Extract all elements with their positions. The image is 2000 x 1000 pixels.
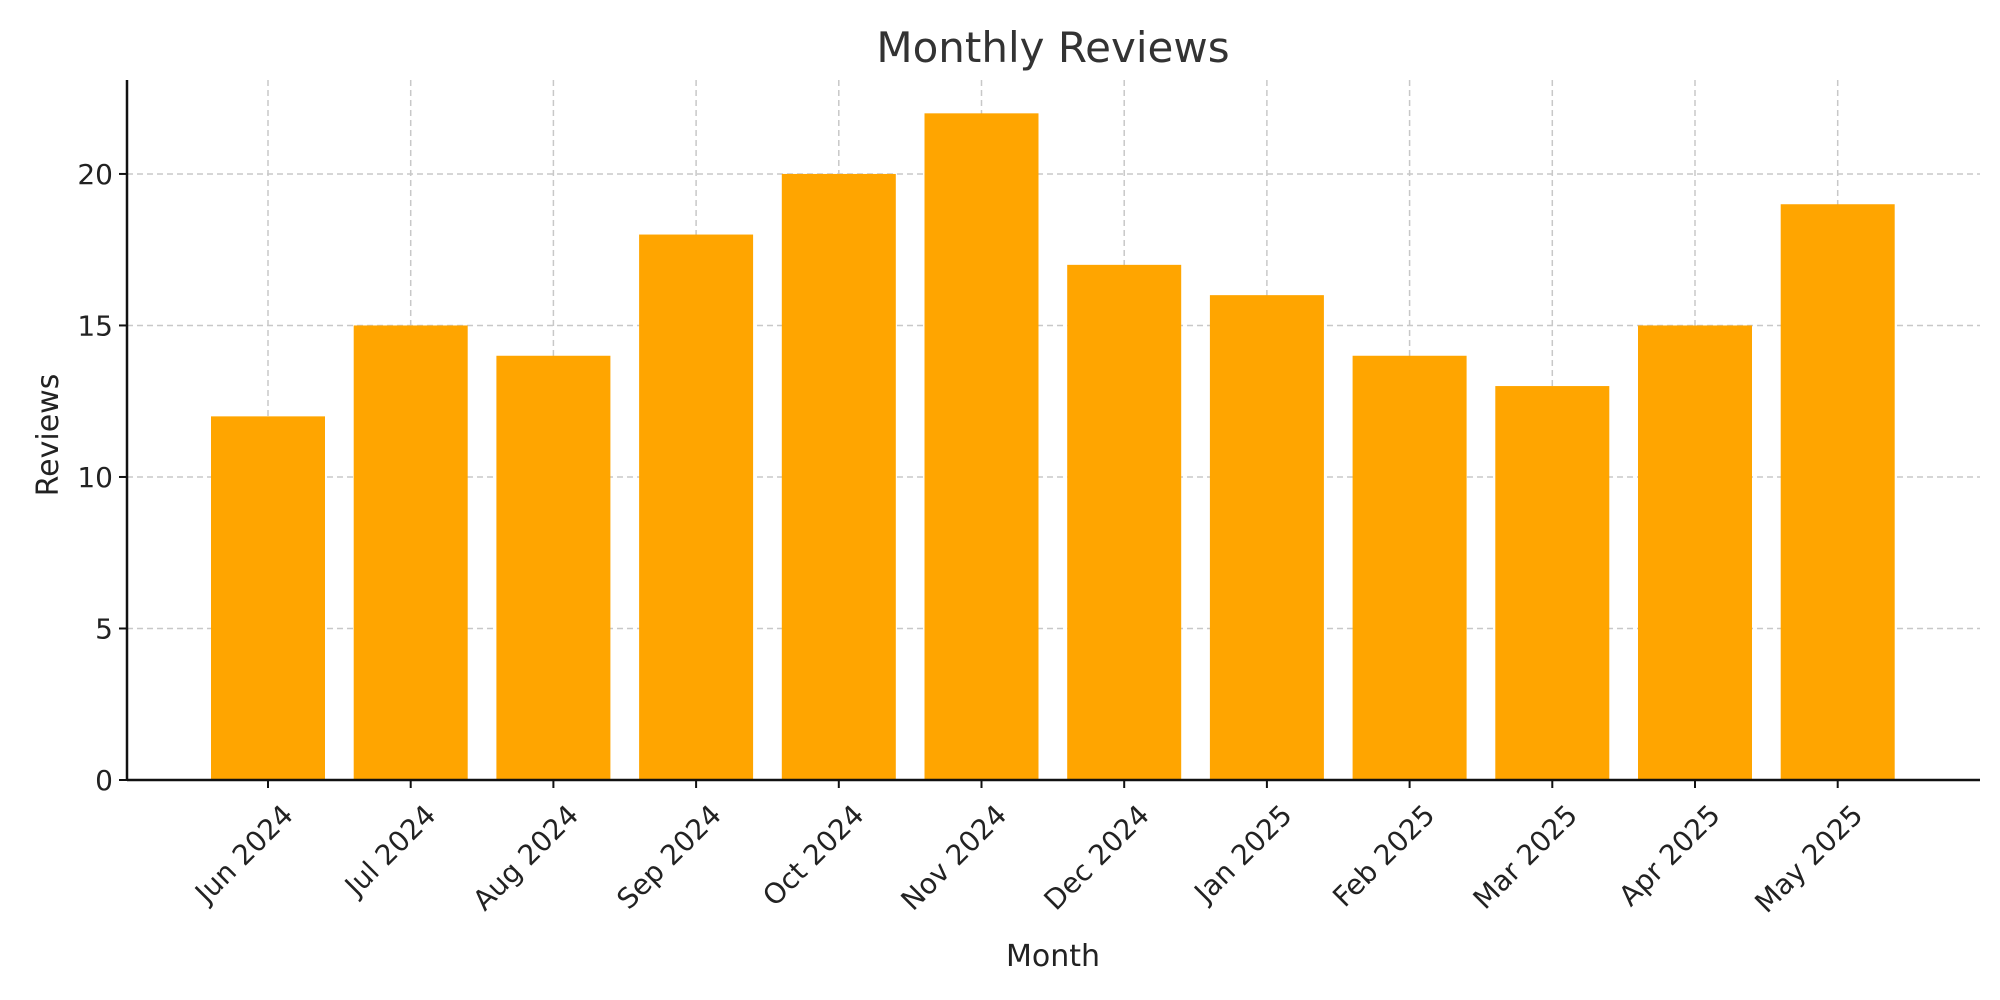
chart-title: Monthly Reviews xyxy=(876,23,1229,72)
x-tick-label: Jan 2025 xyxy=(1187,798,1299,910)
y-tick-label: 0 xyxy=(95,764,113,797)
y-tick-label: 20 xyxy=(77,158,113,191)
x-tick-label: Apr 2025 xyxy=(1612,798,1726,912)
x-tick-label: Jun 2024 xyxy=(187,798,299,910)
bar xyxy=(1780,204,1895,780)
x-tick-label: Mar 2025 xyxy=(1467,798,1584,915)
bar xyxy=(639,234,754,780)
axes xyxy=(125,80,1980,782)
y-tick-label: 15 xyxy=(77,309,113,342)
y-tick-label: 5 xyxy=(95,612,113,645)
x-tick-labels: Jun 2024 Jul 2024 Aug 2024 Sep 2024 Oct 2024… xyxy=(187,780,1869,919)
x-tick-label: Feb 2025 xyxy=(1326,798,1441,913)
bar xyxy=(1638,325,1752,780)
y-tick-labels: 0 5 10 15 20 xyxy=(77,158,127,797)
bar xyxy=(211,416,325,780)
x-tick-label: Dec 2024 xyxy=(1038,798,1156,916)
bar xyxy=(1352,355,1467,780)
bar xyxy=(1067,264,1182,780)
bar xyxy=(781,173,896,780)
bar xyxy=(1209,295,1324,780)
bar xyxy=(1495,386,1610,780)
x-tick-label: May 2025 xyxy=(1748,798,1869,919)
x-tick-label: Oct 2024 xyxy=(756,798,870,912)
x-axis-label: Month xyxy=(1006,939,1100,974)
bar xyxy=(924,113,1039,781)
y-tick-label: 10 xyxy=(77,461,113,494)
y-axis-label: Reviews xyxy=(31,374,66,497)
x-tick-label: Jul 2024 xyxy=(337,798,442,903)
x-tick-label: Aug 2024 xyxy=(466,798,585,917)
x-tick-label: Sep 2024 xyxy=(610,798,727,915)
x-tick-label: Nov 2024 xyxy=(894,798,1013,917)
bars xyxy=(211,113,1895,781)
bar xyxy=(353,325,468,780)
bar xyxy=(496,355,611,780)
